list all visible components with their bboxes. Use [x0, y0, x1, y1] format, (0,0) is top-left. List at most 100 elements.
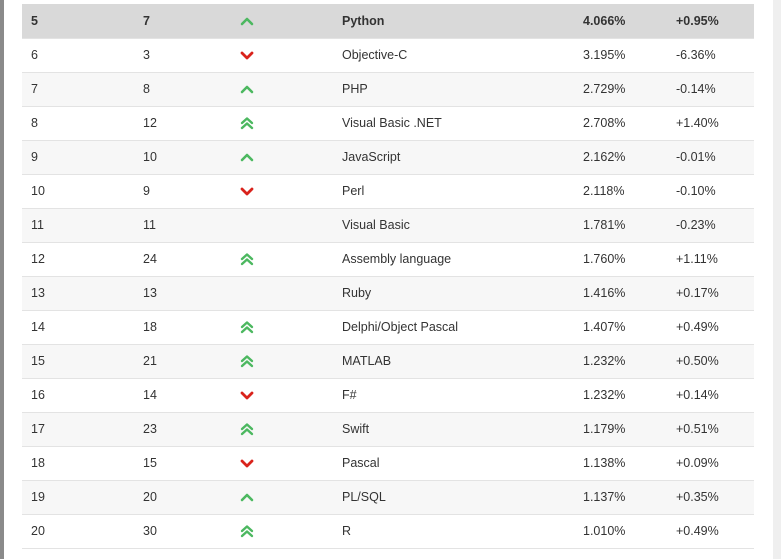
- previous-rank-value: 21: [143, 354, 157, 368]
- delta-cell: -0.23%: [676, 208, 754, 243]
- change-cell: [239, 140, 342, 175]
- language-cell: Python: [342, 4, 583, 39]
- previous-rank-value: 14: [143, 388, 157, 402]
- rating-value: 1.781%: [583, 218, 626, 232]
- table-row: 12 24 Assembly language 1.760% +1.11%: [22, 242, 754, 277]
- delta-cell: +0.17%: [676, 276, 754, 311]
- rank-cell: 17: [22, 412, 143, 447]
- delta-value: +0.17%: [676, 286, 719, 300]
- language-name: Delphi/Object Pascal: [342, 320, 459, 334]
- language-name: Pascal: [342, 456, 380, 470]
- delta-value: +0.51%: [676, 422, 719, 436]
- rating-cell: 1.416%: [583, 276, 676, 311]
- previous-rank-cell: 13: [143, 276, 239, 311]
- change-cell: [239, 514, 342, 549]
- table-row: 10 9 Perl 2.118% -0.10%: [22, 174, 754, 209]
- change-cell: [239, 106, 342, 141]
- previous-rank-value: 20: [143, 490, 157, 504]
- language-cell: Assembly language: [342, 242, 583, 277]
- language-name: MATLAB: [342, 354, 392, 368]
- rating-cell: 2.162%: [583, 140, 676, 175]
- language-cell: Ruby: [342, 276, 583, 311]
- rank-value: 12: [31, 252, 45, 266]
- delta-cell: +0.49%: [676, 514, 754, 549]
- rating-cell: 4.066%: [583, 4, 676, 39]
- rating-cell: 1.781%: [583, 208, 676, 243]
- language-name: Visual Basic .NET: [342, 116, 442, 130]
- delta-value: +1.11%: [676, 252, 718, 266]
- rank-value: 5: [31, 13, 38, 28]
- rank-cell: 16: [22, 378, 143, 413]
- arrow-down-icon: [239, 48, 255, 62]
- rank-cell: 9: [22, 140, 143, 175]
- rank-cell: 11: [22, 208, 143, 243]
- rating-cell: 1.232%: [583, 344, 676, 379]
- rating-cell: 1.760%: [583, 242, 676, 277]
- table-row: 18 15 Pascal 1.138% +0.09%: [22, 446, 754, 481]
- language-cell: Swift: [342, 412, 583, 447]
- previous-rank-value: 10: [143, 150, 157, 164]
- language-cell: PHP: [342, 72, 583, 107]
- language-name: JavaScript: [342, 150, 401, 164]
- table-row: 13 13 Ruby 1.416% +0.17%: [22, 276, 754, 311]
- no-change-icon: [239, 218, 255, 232]
- arrow-up-icon: [239, 82, 255, 96]
- rank-value: 8: [31, 116, 38, 130]
- language-cell: Visual Basic .NET: [342, 106, 583, 141]
- change-cell: [239, 4, 342, 39]
- rank-value: 17: [31, 422, 45, 436]
- change-cell: [239, 344, 342, 379]
- delta-value: +0.49%: [676, 320, 719, 334]
- previous-rank-value: 24: [143, 252, 157, 266]
- change-cell: [239, 208, 342, 243]
- rating-cell: 1.232%: [583, 378, 676, 413]
- rank-cell: 14: [22, 310, 143, 345]
- previous-rank-value: 18: [143, 320, 157, 334]
- rating-value: 1.138%: [583, 456, 626, 470]
- rating-value: 2.708%: [583, 116, 626, 130]
- previous-rank-value: 30: [143, 524, 157, 538]
- previous-rank-cell: 12: [143, 106, 239, 141]
- language-name: PL/SQL: [342, 490, 386, 504]
- delta-cell: +0.09%: [676, 446, 754, 481]
- previous-rank-cell: 14: [143, 378, 239, 413]
- previous-rank-cell: 20: [143, 480, 239, 515]
- scrollbar-track[interactable]: [773, 0, 781, 559]
- rank-value: 14: [31, 320, 45, 334]
- arrow-up-icon: [239, 150, 255, 164]
- table-row: 9 10 JavaScript 2.162% -0.01%: [22, 140, 754, 175]
- language-cell: Pascal: [342, 446, 583, 481]
- double-arrow-up-icon: [239, 422, 255, 436]
- window-edge: [0, 0, 4, 559]
- delta-value: +0.50%: [676, 354, 719, 368]
- table-row: 11 11 Visual Basic 1.781% -0.23%: [22, 208, 754, 243]
- change-cell: [239, 72, 342, 107]
- table-row: 17 23 Swift 1.179% +0.51%: [22, 412, 754, 447]
- rank-cell: 15: [22, 344, 143, 379]
- rank-value: 18: [31, 456, 45, 470]
- rating-value: 1.137%: [583, 490, 626, 504]
- rank-value: 11: [31, 218, 44, 232]
- rank-value: 16: [31, 388, 45, 402]
- language-name: PHP: [342, 82, 368, 96]
- delta-value: +0.49%: [676, 524, 719, 538]
- delta-value: +0.95%: [676, 13, 719, 28]
- previous-rank-cell: 24: [143, 242, 239, 277]
- language-cell: Visual Basic: [342, 208, 583, 243]
- change-cell: [239, 480, 342, 515]
- previous-rank-cell: 10: [143, 140, 239, 175]
- rank-cell: 10: [22, 174, 143, 209]
- previous-rank-cell: 3: [143, 38, 239, 73]
- arrow-down-icon: [239, 388, 255, 402]
- table-row: 7 8 PHP 2.729% -0.14%: [22, 72, 754, 107]
- rank-value: 10: [31, 184, 45, 198]
- previous-rank-value: 13: [143, 286, 157, 300]
- language-name: Python: [342, 13, 385, 28]
- rating-cell: 3.195%: [583, 38, 676, 73]
- arrow-up-icon: [239, 14, 255, 28]
- previous-rank-value: 12: [143, 116, 157, 130]
- delta-cell: -0.10%: [676, 174, 754, 209]
- ranking-table: 5 7 Python 4.066% +0.95% 6 3 Objective-C…: [22, 4, 754, 549]
- delta-cell: -0.01%: [676, 140, 754, 175]
- double-arrow-up-icon: [239, 354, 255, 368]
